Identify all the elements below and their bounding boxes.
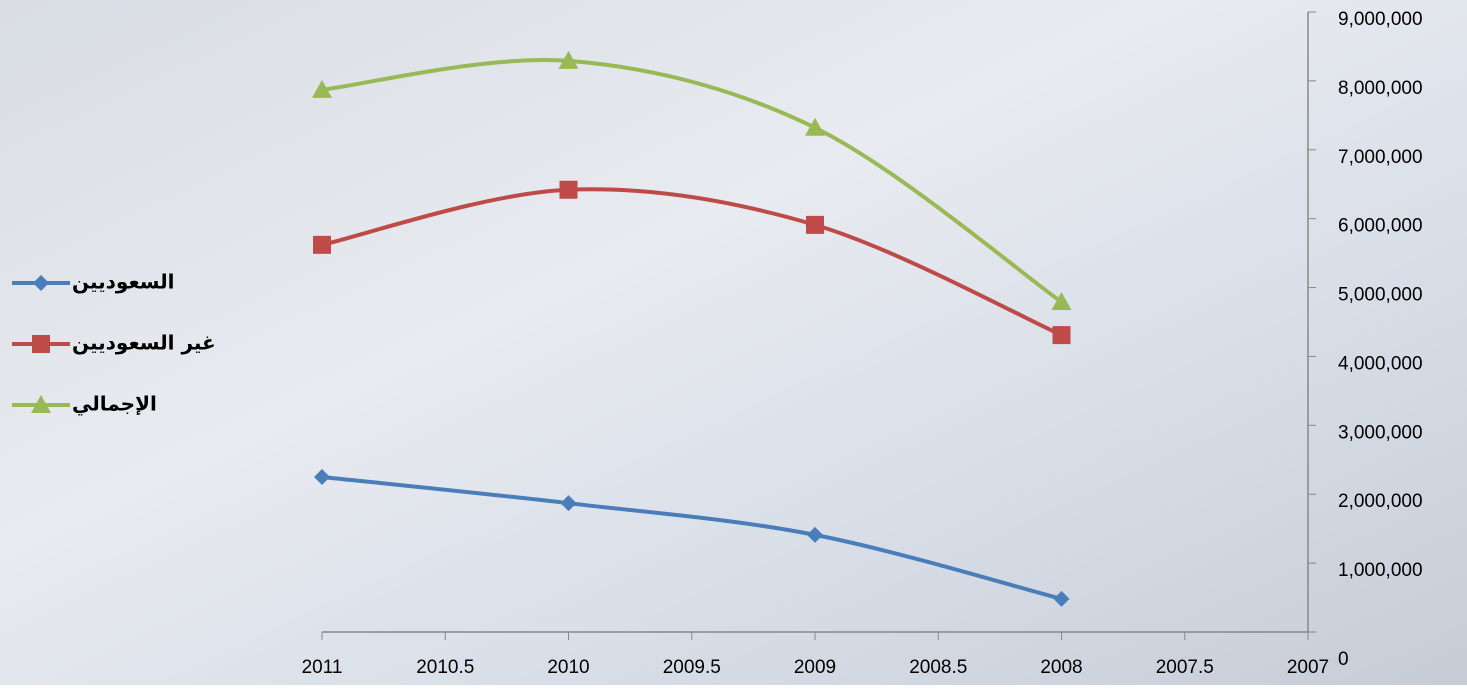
data-point xyxy=(558,50,579,69)
y-tick-label: 9,000,000 xyxy=(1338,9,1423,30)
legend-marker xyxy=(33,275,49,291)
data-point xyxy=(313,235,331,254)
x-tick-label: 2010 xyxy=(547,657,589,678)
series-line xyxy=(321,58,1063,304)
y-tick-label: 6,000,000 xyxy=(1338,216,1423,237)
data-point xyxy=(807,526,823,543)
y-tick-label: 4,000,000 xyxy=(1338,353,1423,374)
series-line xyxy=(321,475,1063,601)
legend-marker xyxy=(32,335,50,353)
y-tick-label: 7,000,000 xyxy=(1338,147,1423,168)
legend-label: الإجمالي xyxy=(72,392,157,417)
y-tick-label: 1,000,000 xyxy=(1338,560,1423,581)
data-point xyxy=(1052,326,1071,345)
x-tick-label: 2009 xyxy=(794,657,836,678)
legend-label: غير السعوديين xyxy=(72,331,216,355)
data-point xyxy=(314,469,330,485)
y-tick-label: 5,000,000 xyxy=(1338,285,1423,306)
data-point xyxy=(806,215,824,234)
data-point xyxy=(559,180,578,199)
x-tick-label: 2009.5 xyxy=(663,657,721,678)
data-point xyxy=(1053,590,1070,607)
legend-marker xyxy=(31,395,51,413)
x-tick-label: 2008.5 xyxy=(909,657,967,678)
x-tick-label: 2007 xyxy=(1287,657,1329,678)
x-tick-label: 2010.5 xyxy=(416,657,474,678)
y-tick-label: 8,000,000 xyxy=(1338,78,1423,99)
data-point xyxy=(560,495,577,512)
y-tick-label: 2,000,000 xyxy=(1338,491,1423,512)
data-point xyxy=(1051,292,1072,311)
y-tick-label: 3,000,000 xyxy=(1338,422,1423,443)
series-line xyxy=(321,187,1063,337)
y-tick-label: 0 xyxy=(1338,649,1349,670)
x-tick-label: 2007.5 xyxy=(1156,657,1214,678)
data-point xyxy=(312,79,332,98)
legend-label: السعوديين xyxy=(72,270,174,294)
data-point xyxy=(805,117,825,136)
x-tick-label: 2008 xyxy=(1040,657,1082,678)
x-tick-label: 2011 xyxy=(302,657,343,678)
